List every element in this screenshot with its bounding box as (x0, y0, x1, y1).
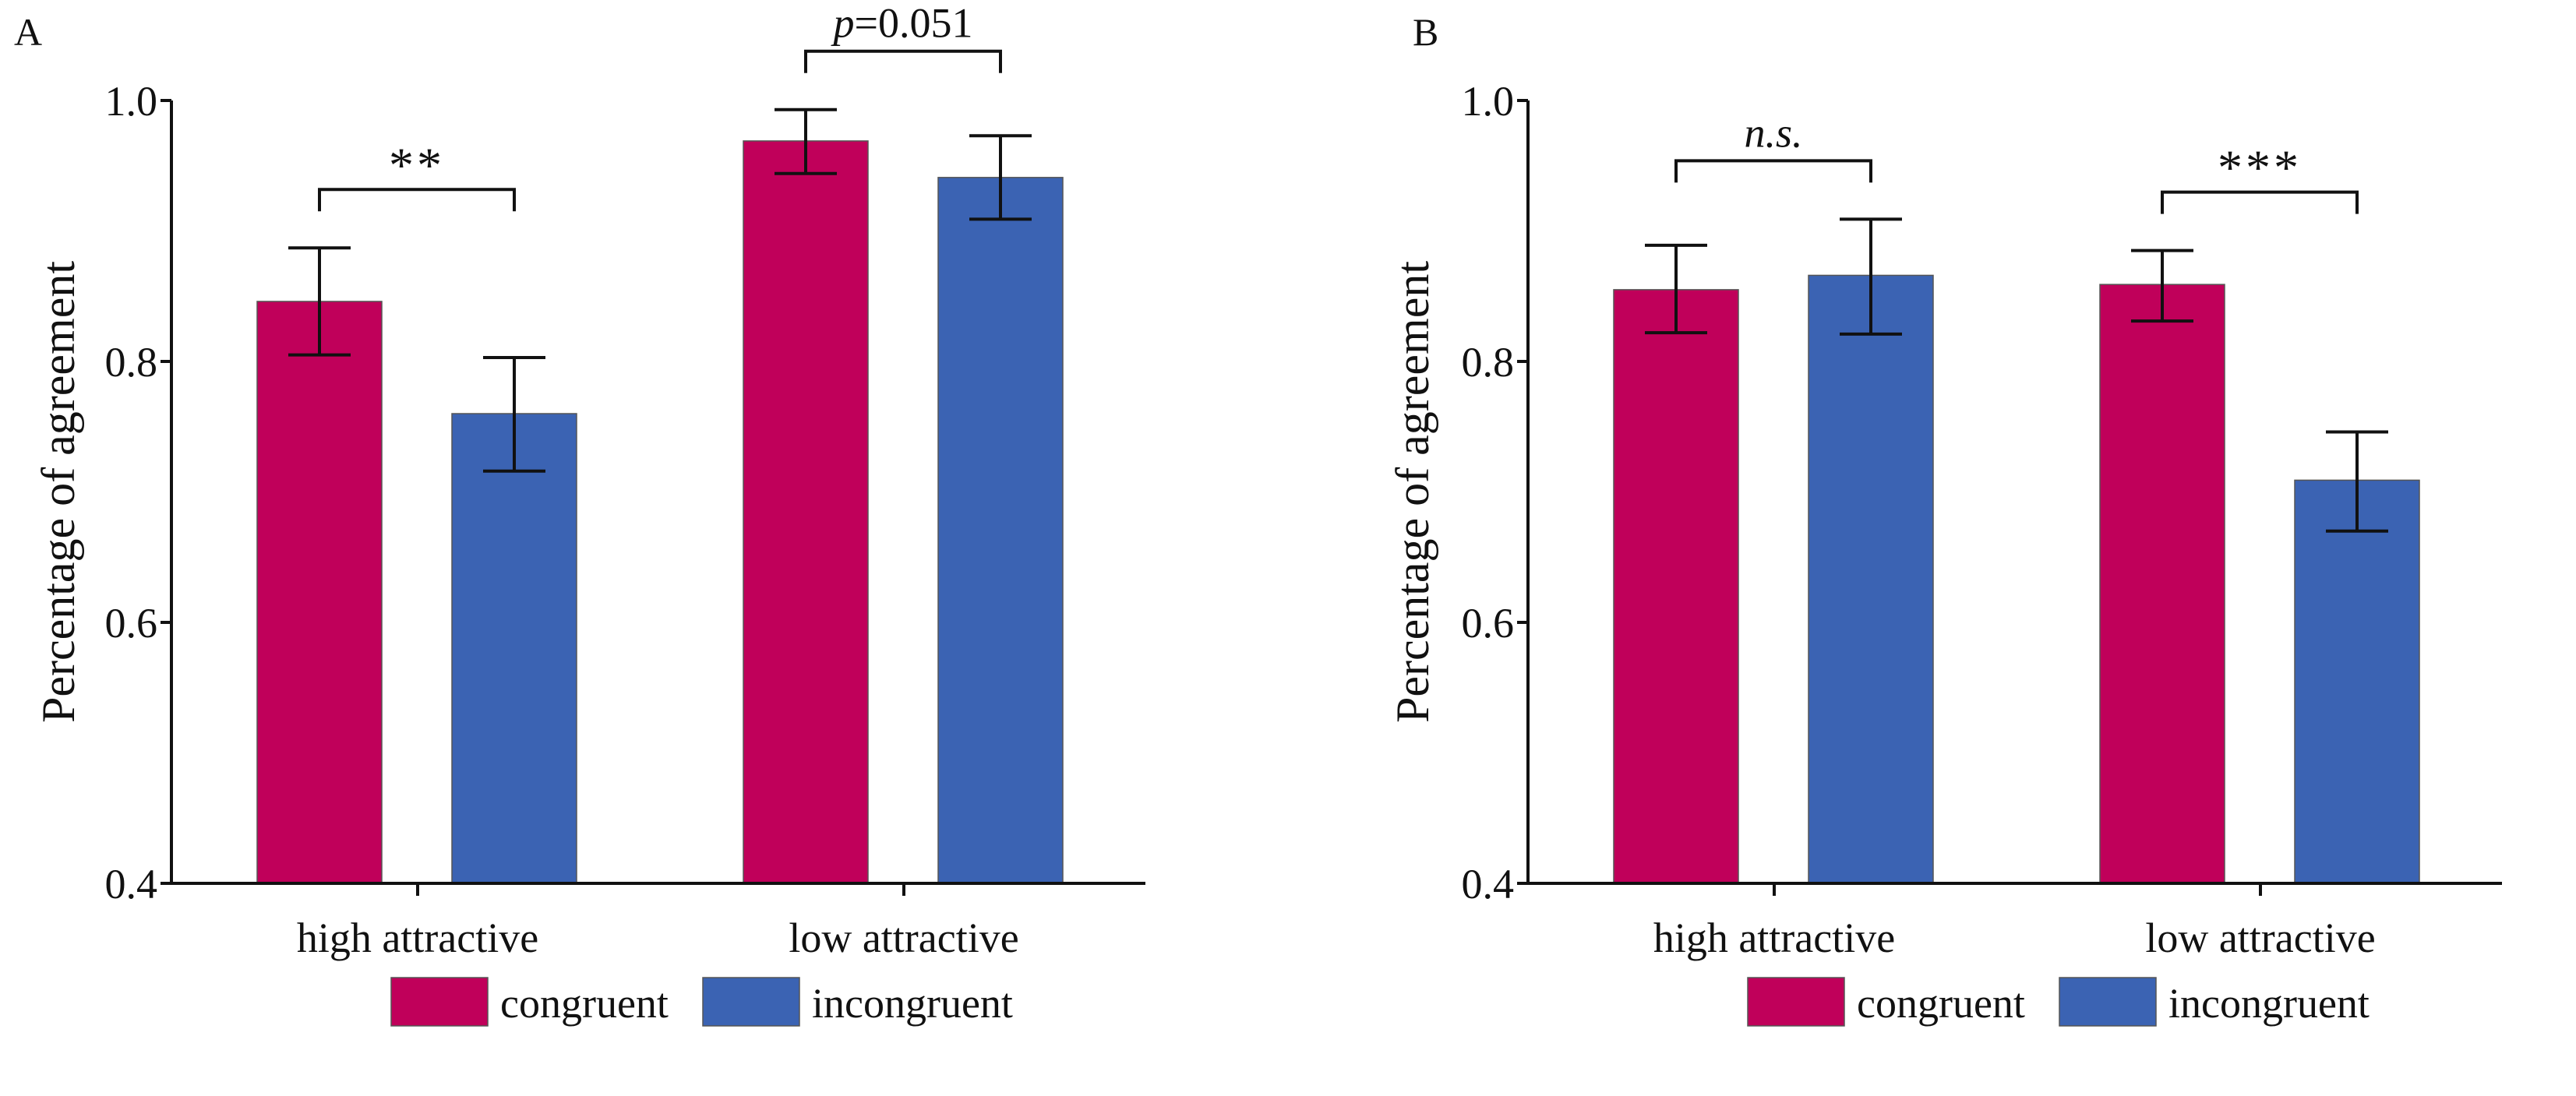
bar-congruent-1 (2099, 284, 2225, 884)
bar-incongruent-1 (937, 177, 1064, 884)
x-tick-label: low attractive (789, 915, 1018, 961)
bar-congruent-1 (743, 140, 869, 884)
bar-incongruent-1 (2294, 479, 2420, 884)
legend-label-incongruent: incongruent (2168, 980, 2370, 1027)
bar-congruent-0 (1613, 289, 1739, 884)
bar-incongruent-0 (451, 413, 577, 884)
y-tick-label: 1.0 (1462, 78, 1515, 125)
significance-label: p=0.051 (831, 0, 973, 47)
y-tick-label: 0.6 (1462, 600, 1515, 647)
y-axis-label: Percentage of agreement (33, 261, 84, 723)
panel-label: A (14, 10, 42, 54)
y-axis-label: Percentage of agreement (1387, 261, 1438, 723)
legend-swatch-congruent (390, 977, 489, 1027)
significance-label: n.s. (1744, 109, 1802, 156)
panel-a: A Percentage of agreement 0.4 0.6 0.8 1.0 high… (14, 0, 1145, 1027)
panel-b: B Percentage of agreement 0.4 0.6 0.8 1.0 high… (1387, 10, 2502, 1027)
x-tick-label: high attractive (297, 915, 538, 961)
significance-bracket (318, 188, 516, 212)
bar-incongruent-0 (1808, 274, 1934, 884)
y-tick-label: 0.6 (105, 600, 158, 647)
y-tick-label: 0.4 (105, 861, 158, 907)
significance-bracket (1674, 159, 1872, 183)
x-tick-label: high attractive (1653, 915, 1895, 961)
p-value: =0.051 (855, 0, 973, 47)
panel-label: B (1413, 10, 1438, 54)
legend-swatch-congruent (1747, 977, 1845, 1027)
legend-label-incongruent: incongruent (812, 980, 1013, 1027)
legend-swatch-incongruent (2059, 977, 2157, 1027)
significance-label: ** (389, 137, 445, 192)
significance-bracket (804, 49, 1002, 73)
legend-label-congruent: congruent (500, 980, 669, 1027)
x-tick-label: low attractive (2145, 915, 2375, 961)
significance-label: *** (2218, 140, 2302, 196)
bar-congruent-0 (256, 301, 383, 884)
y-tick-label: 0.4 (1462, 861, 1515, 907)
y-tick-label: 0.8 (105, 339, 158, 386)
p-symbol: p (831, 0, 855, 47)
significance-bracket (2161, 190, 2359, 214)
legend-label-congruent: congruent (1857, 980, 2025, 1027)
legend-swatch-incongruent (702, 977, 800, 1027)
y-tick-label: 1.0 (105, 78, 158, 125)
y-tick-label: 0.8 (1462, 339, 1515, 386)
